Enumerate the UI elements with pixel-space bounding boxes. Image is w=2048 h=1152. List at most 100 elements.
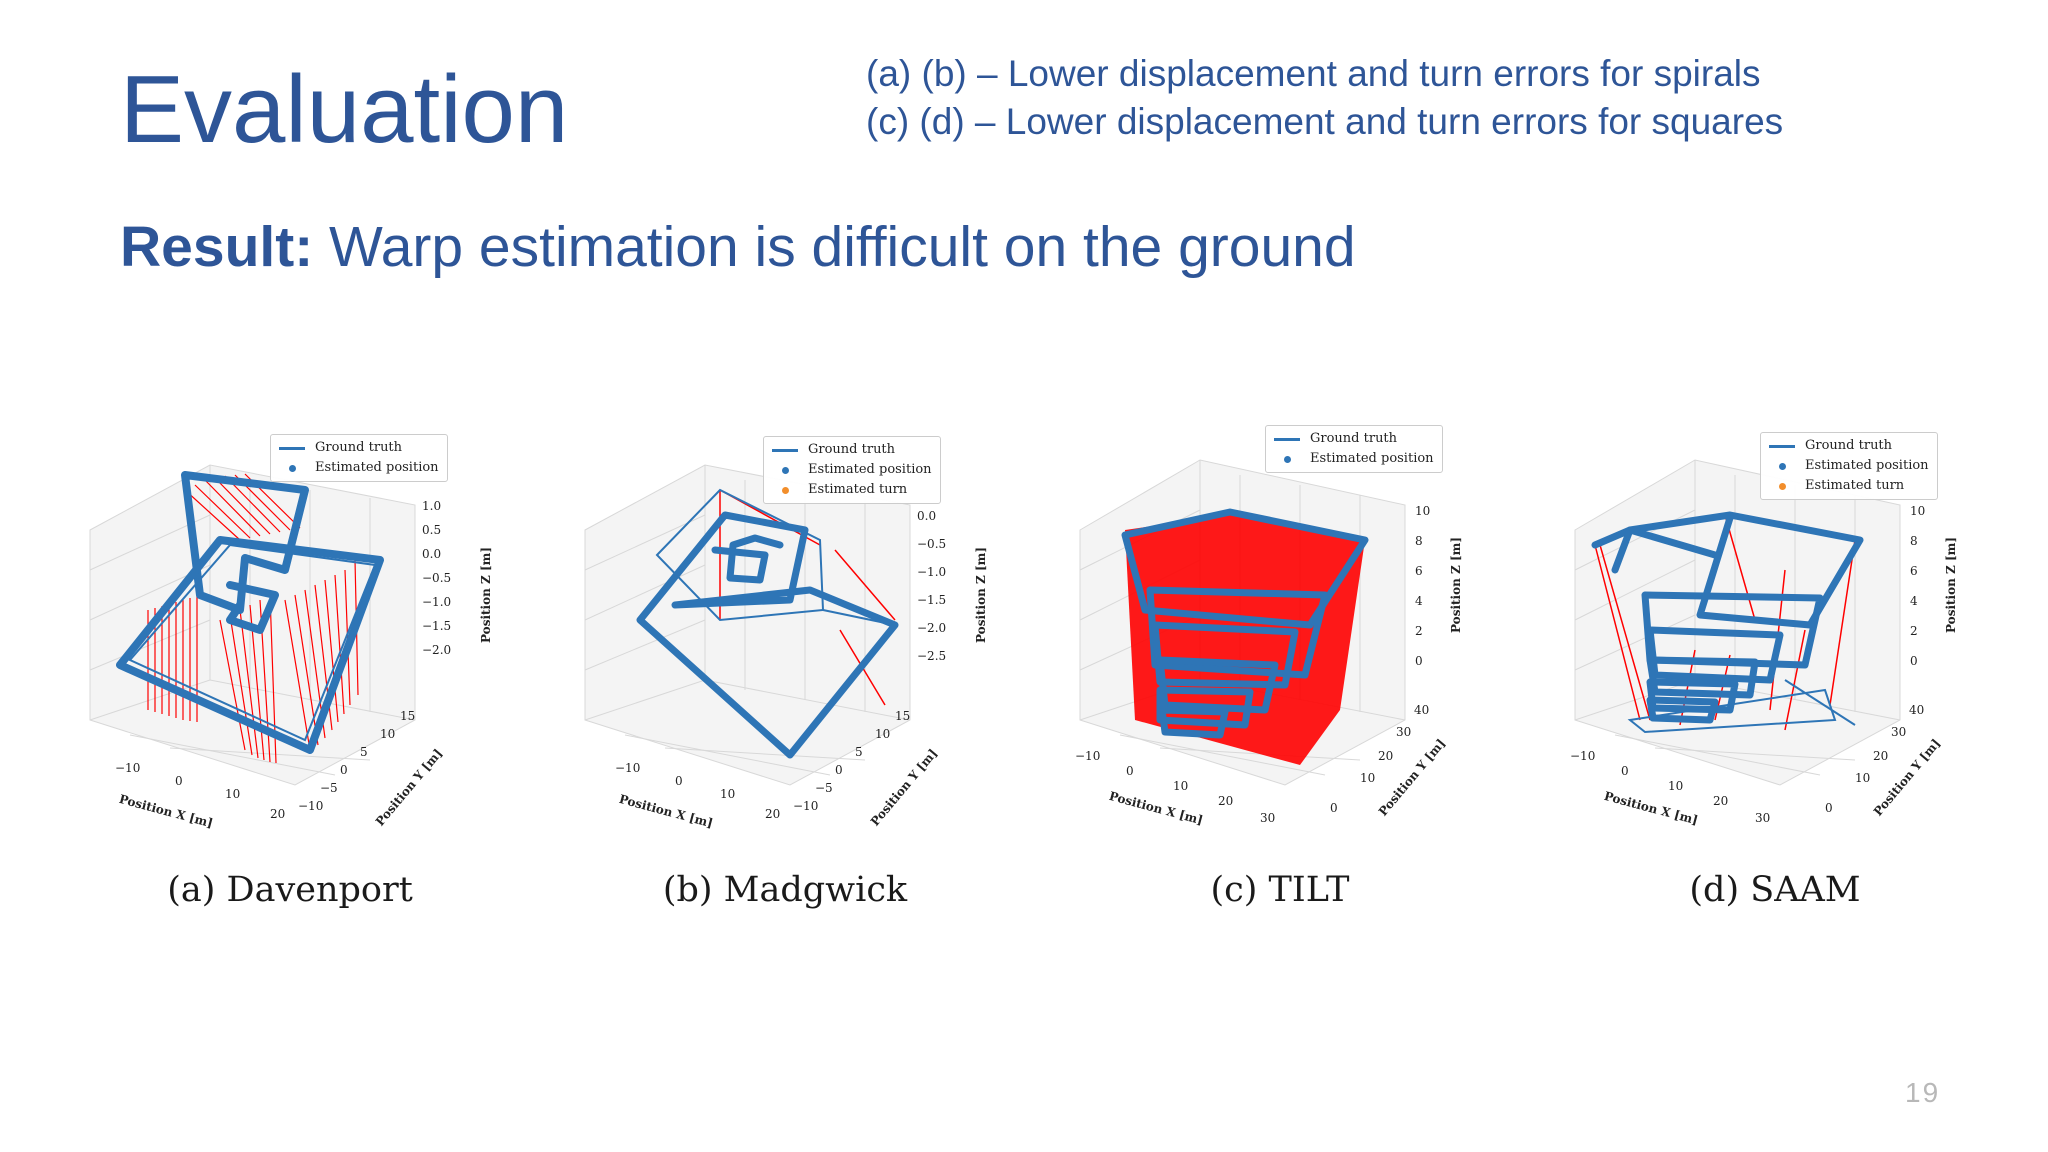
- z-tick: −1.0: [422, 595, 451, 609]
- z-axis-ticks: 10 8 6 4 2 0: [1415, 504, 1430, 668]
- plot-3d-tilt: 10 8 6 4 2 0 Position Z [m] 0 10 20 30 4…: [1075, 459, 1463, 828]
- x-tick: −10: [615, 761, 640, 775]
- x-tick: 10: [1173, 779, 1188, 793]
- ground-truth: [128, 543, 377, 742]
- x-tick: 30: [1260, 811, 1275, 825]
- y-tick: 15: [400, 709, 415, 723]
- z-tick: 0: [1415, 654, 1423, 668]
- z-axis-label: Position Z [m]: [1449, 537, 1463, 633]
- y-tick: 15: [895, 709, 910, 723]
- z-tick: 10: [1910, 504, 1925, 518]
- z-tick: 0: [1910, 654, 1918, 668]
- y-tick: 0: [340, 763, 348, 777]
- error-lines: [1594, 514, 1856, 731]
- x-tick: 20: [765, 807, 780, 821]
- z-axis-label: Position Z [m]: [1944, 537, 1958, 633]
- x-tick: 20: [1713, 794, 1728, 808]
- y-tick: −10: [793, 799, 818, 813]
- estimated-trajectory: [636, 511, 899, 759]
- caption-davenport: (a) Davenport: [167, 870, 413, 910]
- legend-label: Ground truth: [1310, 431, 1398, 446]
- legend-label: Ground truth: [808, 442, 896, 457]
- legend-item-estimated-position: Estimated position: [277, 458, 439, 478]
- legend-label: Estimated position: [315, 460, 439, 475]
- legend-label: Estimated position: [1805, 458, 1929, 473]
- page-number: 19: [1905, 1077, 1941, 1108]
- legend-label: Estimated turn: [808, 482, 908, 497]
- x-tick: 0: [175, 774, 183, 788]
- x-axis-ticks: −10 0 10 20 30: [1570, 749, 1770, 825]
- z-tick: 10: [1415, 504, 1430, 518]
- estimated-trajectory: [1591, 511, 1864, 724]
- x-axis-label: Position X [m]: [1603, 789, 1700, 828]
- x-axis-ticks: −10 0 10 20 30: [1075, 749, 1275, 825]
- x-tick: 20: [1218, 794, 1233, 808]
- y-tick: 10: [1360, 771, 1375, 785]
- caption-tilt: (c) TILT: [1210, 870, 1350, 910]
- z-tick: −2.0: [422, 643, 451, 657]
- z-tick: 0.0: [422, 547, 441, 561]
- y-axis-ticks: 0 10 20 30 40: [1330, 703, 1429, 815]
- y-axis-ticks: −10 −5 0 5 10 15: [298, 709, 415, 813]
- y-tick: 10: [875, 727, 890, 741]
- y-tick: −10: [298, 799, 323, 813]
- legend-item-estimated-turn: Estimated turn: [1767, 476, 1929, 496]
- y-tick: 40: [1909, 703, 1924, 717]
- z-tick: 6: [1910, 564, 1918, 578]
- slide-title: Evaluation: [120, 56, 569, 163]
- caption-madgwick: (b) Madgwick: [662, 870, 908, 910]
- y-axis-label: Position Y [m]: [373, 746, 445, 828]
- y-tick: 30: [1891, 725, 1906, 739]
- figure-tilt: 10 8 6 4 2 0 Position Z [m] 0 10 20 30 4…: [1060, 420, 1500, 860]
- z-tick: 2: [1910, 624, 1918, 638]
- y-tick: 30: [1396, 725, 1411, 739]
- figure-madgwick: 0.0 −0.5 −1.0 −1.5 −2.0 −2.5 Position Z …: [565, 420, 1005, 860]
- legend-item-estimated-position: Estimated position: [770, 460, 932, 480]
- legend: Ground truth Estimated position: [270, 434, 448, 482]
- error-lines: [147, 473, 359, 764]
- y-tick: 20: [1873, 749, 1888, 763]
- legend-label: Ground truth: [315, 440, 403, 455]
- y-tick: 40: [1414, 703, 1429, 717]
- y-axis-label: Position Y [m]: [868, 746, 940, 828]
- legend-item-estimated-position: Estimated position: [1272, 449, 1434, 469]
- z-axis-ticks: 1.0 0.5 0.0 −0.5 −1.0 −1.5 −2.0: [422, 499, 451, 657]
- legend-label: Estimated position: [1310, 451, 1434, 466]
- z-tick: 0.0: [917, 509, 936, 523]
- plot-3d-saam: 10 8 6 4 2 0 Position Z [m] 0 10 20 30 4…: [1570, 459, 1958, 828]
- x-tick: 0: [1621, 764, 1629, 778]
- z-tick: −0.5: [917, 537, 946, 551]
- x-axis-label: Position X [m]: [1108, 789, 1205, 828]
- x-tick: 0: [675, 774, 683, 788]
- y-tick: 10: [380, 727, 395, 741]
- legend-label: Ground truth: [1805, 438, 1893, 453]
- z-tick: 0.5: [422, 523, 441, 537]
- z-axis-ticks: 0.0 −0.5 −1.0 −1.5 −2.0 −2.5: [917, 509, 946, 663]
- x-tick: −10: [115, 761, 140, 775]
- caption-saam: (d) SAAM: [1689, 870, 1861, 910]
- y-tick: 0: [1330, 801, 1338, 815]
- estimated-trajectory: [116, 471, 384, 754]
- plot-3d-madgwick: 0.0 −0.5 −1.0 −1.5 −2.0 −2.5 Position Z …: [584, 464, 988, 830]
- legend: Ground truth Estimated position Estimate…: [763, 436, 941, 504]
- x-tick: 0: [1126, 764, 1134, 778]
- legend-item-estimated-turn: Estimated turn: [770, 480, 932, 500]
- z-tick: 8: [1415, 534, 1423, 548]
- figure-saam: 10 8 6 4 2 0 Position Z [m] 0 10 20 30 4…: [1555, 420, 1995, 860]
- legend-item-ground-truth: Ground truth: [1767, 436, 1929, 456]
- y-tick: 20: [1378, 749, 1393, 763]
- result-statement: Result: Warp estimation is difficult on …: [120, 214, 1356, 280]
- x-tick: 20: [270, 807, 285, 821]
- ground-truth: [1627, 679, 1856, 734]
- z-tick: −1.5: [917, 593, 946, 607]
- z-tick: −2.0: [917, 621, 946, 635]
- note-line-squares: (c) (d) – Lower displacement and turn er…: [866, 101, 1784, 142]
- figure-davenport: 1.0 0.5 0.0 −0.5 −1.0 −1.5 −2.0 Position…: [70, 420, 510, 860]
- y-tick: 0: [835, 763, 843, 777]
- y-tick: 5: [855, 745, 863, 759]
- y-tick: 0: [1825, 801, 1833, 815]
- x-tick: 10: [720, 787, 735, 801]
- z-tick: 8: [1910, 534, 1918, 548]
- z-tick: −1.0: [917, 565, 946, 579]
- x-tick: 10: [1668, 779, 1683, 793]
